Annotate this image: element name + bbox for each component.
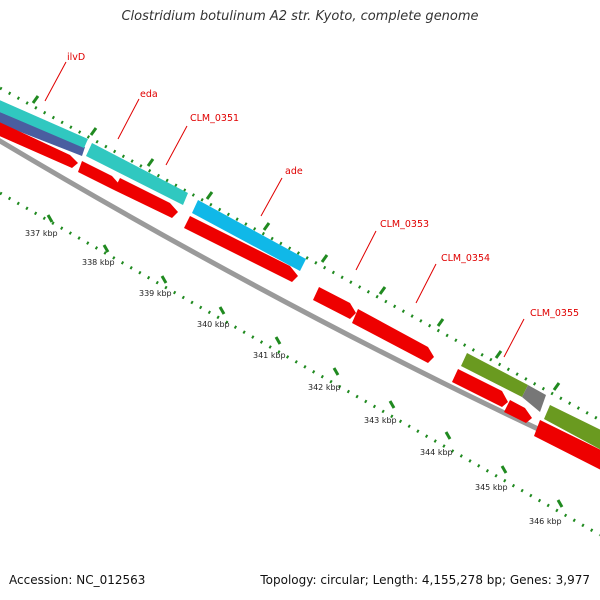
- inner-major-tick: [46, 214, 54, 223]
- outer-major-tick: [494, 350, 503, 359]
- leader-ilvD: [44, 61, 67, 102]
- feature-ilvD-navy: [0, 112, 85, 156]
- leader-CLM_0355: [503, 318, 525, 358]
- leader-eda: [117, 98, 140, 140]
- cds-arrow: [0, 122, 78, 168]
- cds-arrow: [352, 309, 434, 363]
- leader-CLM_0353: [355, 230, 377, 271]
- outer-major-tick: [31, 95, 40, 104]
- outer-major-tick: [205, 191, 214, 200]
- inner-major-tick: [274, 336, 282, 345]
- leader-CLM_0351: [165, 125, 188, 166]
- cds-arrow: [78, 161, 120, 190]
- label-leaders: [44, 61, 525, 358]
- outer-major-tick: [552, 382, 561, 391]
- gene-label-ade: ade: [285, 166, 303, 177]
- outer-major-tick: [436, 318, 445, 327]
- inner-major-tick: [388, 400, 396, 409]
- feature-right-olive: [544, 405, 600, 450]
- ruler-label: 345 kbp: [475, 483, 508, 492]
- cds-arrow: [534, 420, 600, 470]
- gene-label-CLM_0354: CLM_0354: [441, 253, 490, 264]
- ruler-label: 344 kbp: [420, 448, 453, 457]
- leader-ade: [260, 177, 283, 217]
- feature-ilvD-teal: [0, 100, 88, 148]
- ruler-label: 341 kbp: [253, 351, 286, 360]
- outer-major-tick: [378, 286, 387, 295]
- inner-major-tick: [500, 465, 508, 474]
- outer-tick-track: [0, 86, 600, 422]
- feature-eda-teal: [86, 143, 188, 205]
- cds-arrow: [504, 400, 532, 423]
- gene-labels: ilvD eda CLM_0351 ade CLM_0353 CLM_0354 …: [67, 52, 579, 319]
- ruler-labels: 337 kbp 338 kbp 339 kbp 340 kbp 341 kbp …: [25, 229, 562, 526]
- inner-major-ticks: [46, 214, 564, 508]
- ruler-label: 343 kbp: [364, 416, 397, 425]
- gene-label-ilvD: ilvD: [67, 52, 85, 63]
- outer-major-ticks: [31, 95, 561, 391]
- feature-ade-sky: [192, 200, 306, 271]
- feature-CLM_0355-gray: [522, 385, 546, 412]
- cds-arrow: [313, 287, 356, 319]
- outer-major-tick: [262, 222, 271, 231]
- genome-backbone: [0, 138, 600, 461]
- feature-CLM_0355-olive: [461, 353, 528, 397]
- gene-label-eda: eda: [140, 89, 158, 100]
- gene-label-CLM_0355: CLM_0355: [530, 308, 579, 319]
- cds-arrow: [452, 369, 508, 407]
- genome-info-label: Topology: circular; Length: 4,155,278 bp…: [260, 573, 590, 587]
- ruler-label: 342 kbp: [308, 383, 341, 392]
- ruler-label: 337 kbp: [25, 229, 58, 238]
- ruler-label: 346 kbp: [529, 517, 562, 526]
- inner-tick-track: [0, 191, 600, 537]
- outer-major-tick: [320, 254, 329, 263]
- ruler-label: 338 kbp: [82, 258, 115, 267]
- outer-major-tick: [89, 127, 98, 136]
- outer-major-tick: [146, 158, 155, 167]
- inner-major-tick: [332, 367, 340, 376]
- genome-title: Clostridium botulinum A2 str. Kyoto, com…: [121, 9, 479, 24]
- leader-CLM_0354: [415, 263, 437, 304]
- ruler-label: 340 kbp: [197, 320, 230, 329]
- gene-label-CLM_0353: CLM_0353: [380, 219, 429, 230]
- gene-label-CLM_0351: CLM_0351: [190, 113, 239, 124]
- accession-label: Accession: NC_012563: [9, 573, 146, 587]
- inner-major-tick: [102, 244, 110, 253]
- ruler-label: 339 kbp: [139, 289, 172, 298]
- inner-major-tick: [160, 275, 168, 284]
- inner-major-tick: [218, 306, 226, 315]
- cds-arrow: [184, 216, 298, 282]
- inner-major-tick: [556, 499, 564, 508]
- cds-arrow: [114, 178, 178, 218]
- inner-major-tick: [444, 431, 452, 440]
- cds-arrows: [0, 122, 600, 470]
